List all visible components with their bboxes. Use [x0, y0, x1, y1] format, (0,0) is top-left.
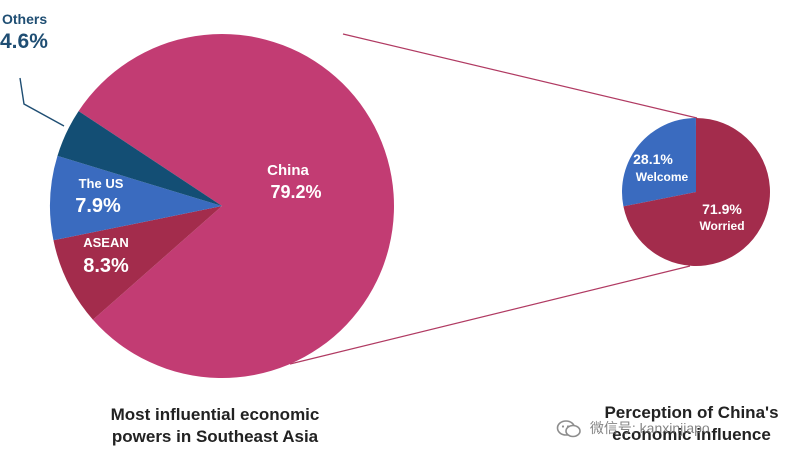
chart-title-economic-powers: Most influential economic powers in Sout…	[80, 404, 350, 448]
watermark-text: 微信号: kanxinjiapo	[589, 420, 710, 436]
economic-powers-slice-asean	[53, 206, 223, 320]
china-perception-slice-worried	[623, 118, 770, 266]
slice-name-the-us: The US	[79, 176, 124, 191]
economic-powers-slice-others	[57, 111, 222, 206]
slice-name-asean: ASEAN	[83, 235, 129, 250]
data-label-asean: 8.3%	[83, 255, 129, 277]
chart-title-china-perception: Perception of China's economic influence	[584, 402, 799, 446]
data-label-the-us: 7.9%	[75, 195, 121, 217]
chart-title-line: Most influential economic	[110, 405, 320, 424]
economic-powers-slice-the-us	[49, 155, 222, 241]
china-perception-slice-welcome	[622, 118, 696, 207]
data-label-worried: 71.9%	[702, 201, 742, 217]
data-label-china: 79.2%	[270, 182, 321, 202]
chart-title-line: Perception of China's	[604, 403, 779, 422]
data-label-others: 4.6%	[0, 30, 48, 53]
slice-name-china: China	[267, 162, 309, 179]
slice-name-others: Others	[2, 11, 47, 27]
economic-powers-slice-china	[78, 33, 394, 378]
slice-labels: China 79.2% The US 7.9% ASEAN 8.3% Others 4.6% 2…	[0, 11, 745, 277]
connector-line-bottom	[289, 265, 691, 365]
watermark: 微信号: kanxinjiapo	[556, 418, 710, 439]
zoom-connectors	[289, 33, 698, 365]
connector-line-top	[342, 33, 698, 119]
pie-china-perception	[622, 118, 770, 266]
data-label-welcome: 28.1%	[633, 151, 673, 167]
chart-title-line: economic influence	[612, 425, 771, 444]
slice-name-worried: Worried	[699, 219, 744, 233]
chart-title-line: powers in Southeast Asia	[111, 427, 319, 446]
pie-economic-powers	[49, 33, 394, 378]
leader-line-others	[19, 77, 65, 127]
wechat-icon	[556, 420, 581, 438]
slice-name-welcome: Welcome	[636, 170, 689, 184]
